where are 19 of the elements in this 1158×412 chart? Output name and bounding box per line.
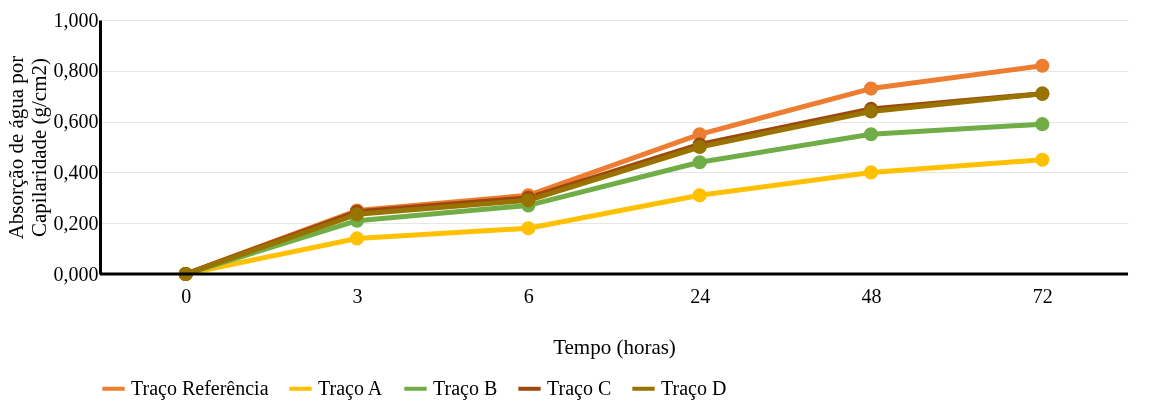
legend-label: Traço D xyxy=(661,376,727,400)
y-tick-label: 0,200 xyxy=(53,211,99,234)
y-tick-label: 0,600 xyxy=(53,110,99,133)
y-axis-title: Absorção de água por Capilaridade (g/cm2) xyxy=(3,55,51,240)
x-tick-label: 0 xyxy=(181,284,192,307)
x-tick-label: 72 xyxy=(1032,284,1053,307)
y-tick-label: 0,000 xyxy=(53,262,99,285)
x-tick-label: 3 xyxy=(352,284,363,307)
x-axis-title: Tempo (horas) xyxy=(553,334,676,359)
x-tick-label: 6 xyxy=(523,284,534,307)
y-tick-label: 1,000 xyxy=(53,8,99,31)
y-tick-label: 0,800 xyxy=(53,59,99,82)
x-tick-label: 48 xyxy=(861,284,882,307)
legend-label: Traço Referência xyxy=(131,376,269,400)
legend-label: Traço C xyxy=(547,376,612,400)
x-tick-label: 24 xyxy=(690,284,711,307)
legend-label: Traço B xyxy=(433,376,498,400)
y-tick-label: 0,400 xyxy=(53,160,99,183)
legend-label: Traço A xyxy=(318,376,383,400)
